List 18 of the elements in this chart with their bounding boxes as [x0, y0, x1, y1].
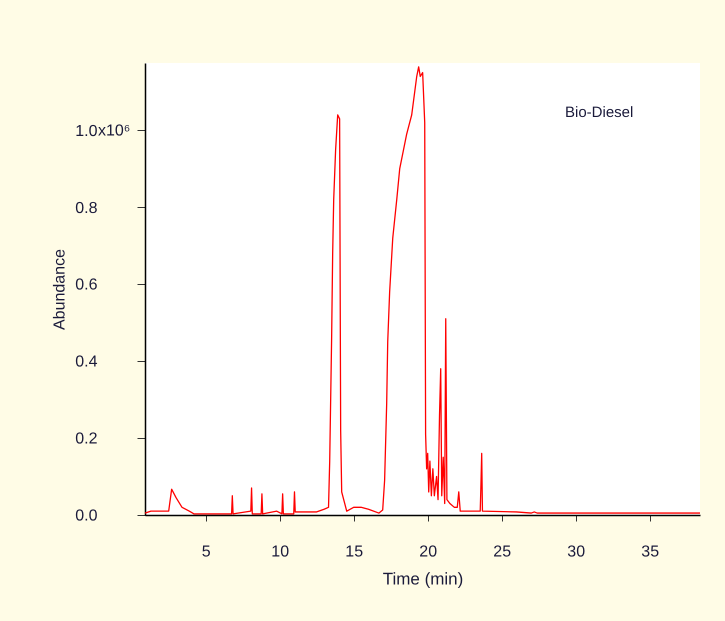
x-axis-title: Time (min) [382, 570, 464, 588]
x-tick-label: 30 [567, 544, 586, 560]
x-tick-label: 20 [419, 544, 438, 560]
x-tick-label: 5 [202, 544, 211, 560]
annotation: Bio-Diesel [565, 104, 634, 121]
y-tick-label: 0.8 [75, 200, 98, 217]
line-series [144, 66, 701, 514]
y-tick-label: 1.0 [75, 122, 98, 140]
x-tick-label: 15 [345, 544, 364, 560]
y-tick-label: 0.4 [75, 354, 98, 371]
x-tick-label: 35 [641, 544, 660, 560]
x-tick-label: 25 [493, 544, 512, 560]
text: x10⁶ [98, 122, 130, 140]
y-tick-label: 0.6 [75, 276, 98, 294]
y-tick-label: 0.0 [75, 508, 98, 524]
x-tick-label: 10 [271, 544, 290, 560]
y-tick-label: 0.2 [75, 430, 98, 448]
y-axis-title: Abundance [51, 248, 68, 330]
